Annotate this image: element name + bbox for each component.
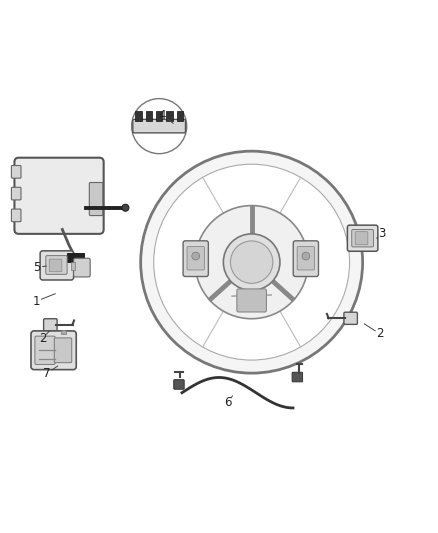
FancyBboxPatch shape xyxy=(166,111,173,121)
FancyBboxPatch shape xyxy=(146,111,152,121)
FancyBboxPatch shape xyxy=(44,319,57,331)
Circle shape xyxy=(141,151,363,373)
FancyBboxPatch shape xyxy=(156,111,162,121)
FancyBboxPatch shape xyxy=(46,256,67,274)
FancyBboxPatch shape xyxy=(11,166,21,178)
FancyBboxPatch shape xyxy=(292,372,303,382)
Text: 5: 5 xyxy=(33,261,41,274)
FancyBboxPatch shape xyxy=(297,246,314,270)
FancyBboxPatch shape xyxy=(11,209,21,222)
FancyBboxPatch shape xyxy=(71,262,75,270)
FancyBboxPatch shape xyxy=(14,158,104,234)
FancyBboxPatch shape xyxy=(61,329,66,334)
FancyBboxPatch shape xyxy=(135,111,141,121)
Text: 2: 2 xyxy=(39,332,46,345)
Text: 4: 4 xyxy=(159,109,166,122)
Circle shape xyxy=(223,234,280,290)
Text: 7: 7 xyxy=(43,367,51,379)
FancyBboxPatch shape xyxy=(293,241,318,277)
FancyBboxPatch shape xyxy=(174,379,184,389)
Text: 3: 3 xyxy=(378,228,386,240)
FancyBboxPatch shape xyxy=(89,182,103,215)
FancyBboxPatch shape xyxy=(11,187,21,200)
Circle shape xyxy=(230,241,273,284)
FancyBboxPatch shape xyxy=(133,119,185,133)
Text: 2: 2 xyxy=(376,327,384,341)
FancyBboxPatch shape xyxy=(31,331,76,370)
Text: 6: 6 xyxy=(224,396,231,409)
FancyBboxPatch shape xyxy=(49,259,62,272)
FancyBboxPatch shape xyxy=(352,230,374,247)
Text: 1: 1 xyxy=(32,295,40,308)
FancyBboxPatch shape xyxy=(35,336,55,365)
FancyBboxPatch shape xyxy=(54,338,72,362)
Circle shape xyxy=(154,164,350,360)
FancyBboxPatch shape xyxy=(183,241,208,277)
FancyBboxPatch shape xyxy=(347,225,378,251)
FancyBboxPatch shape xyxy=(67,253,84,262)
FancyBboxPatch shape xyxy=(177,111,183,121)
Circle shape xyxy=(192,252,200,260)
FancyBboxPatch shape xyxy=(74,258,90,277)
FancyBboxPatch shape xyxy=(355,232,368,245)
FancyBboxPatch shape xyxy=(237,289,266,312)
FancyBboxPatch shape xyxy=(344,312,357,325)
FancyBboxPatch shape xyxy=(40,251,74,280)
Circle shape xyxy=(302,252,310,260)
FancyBboxPatch shape xyxy=(187,246,205,270)
Circle shape xyxy=(122,204,129,211)
Circle shape xyxy=(195,206,308,319)
